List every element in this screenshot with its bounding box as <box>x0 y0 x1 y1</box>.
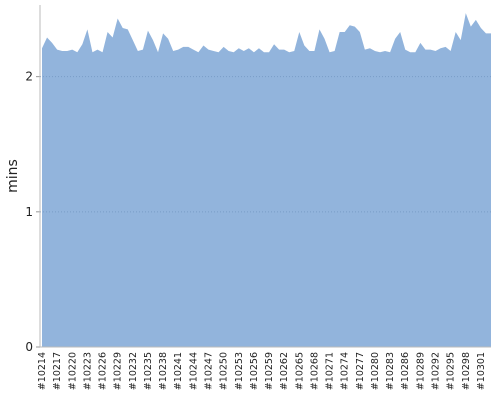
x-tick-label: #10226 <box>98 352 109 390</box>
y-tick-label: 2 <box>25 70 33 84</box>
x-tick-label: #10220 <box>67 352 78 390</box>
x-tick-label: #10259 <box>264 352 275 390</box>
y-tick-label: 0 <box>25 340 33 354</box>
y-tick-label: 1 <box>25 205 33 219</box>
x-tick-label: #10283 <box>385 352 396 390</box>
x-tick-label: #10241 <box>173 352 184 390</box>
x-tick-label: #10244 <box>188 352 199 390</box>
x-tick-label: #10301 <box>476 352 487 390</box>
x-tick-label: #10262 <box>279 352 290 390</box>
x-tick-label: #10280 <box>370 352 381 390</box>
x-tick-label: #10253 <box>234 352 245 390</box>
x-tick-label: #10298 <box>461 352 472 390</box>
x-tick-label: #10289 <box>415 352 426 390</box>
x-tick-label: #10235 <box>143 352 154 390</box>
x-tick-label: #10232 <box>128 352 139 390</box>
x-tick-label: #10277 <box>355 352 366 390</box>
x-tick-label: #10286 <box>400 352 411 390</box>
x-tick-label: #10214 <box>37 352 48 390</box>
x-tick-label: #10223 <box>82 352 93 390</box>
y-axis-label: mins <box>5 159 21 193</box>
area <box>42 13 491 348</box>
x-tick-label: #10265 <box>294 352 305 390</box>
x-tick-label: #10250 <box>219 352 230 390</box>
x-tick-label: #10256 <box>249 352 260 390</box>
x-tick-label: #10271 <box>325 352 336 390</box>
x-tick-label: #10295 <box>446 352 457 390</box>
x-tick-label: #10217 <box>52 352 63 390</box>
x-tick-label: #10238 <box>158 352 169 390</box>
x-tick-label: #10268 <box>309 352 320 390</box>
x-tick-label: #10274 <box>340 352 351 390</box>
x-tick-label: #10229 <box>113 352 124 390</box>
x-tick-label: #10292 <box>431 352 442 390</box>
x-tick-label: #10247 <box>203 352 214 390</box>
